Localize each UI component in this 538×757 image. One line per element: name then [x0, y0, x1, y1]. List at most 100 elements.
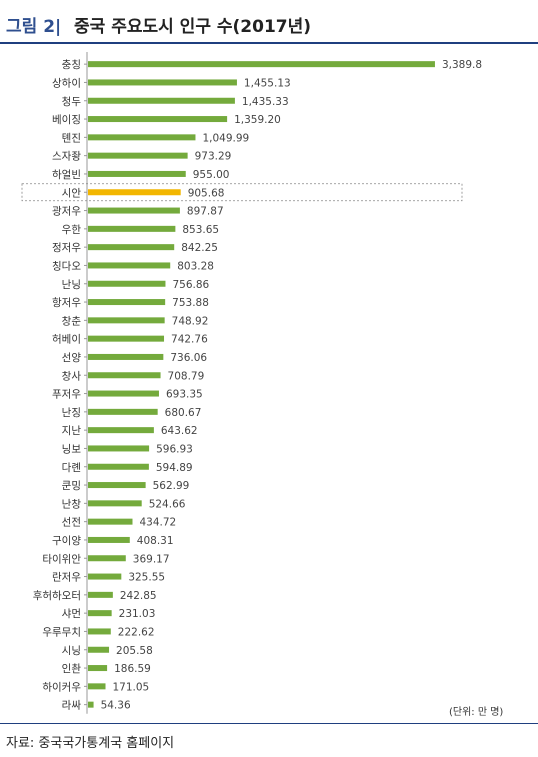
category-label: 정저우	[52, 242, 81, 254]
value-label: 54.36	[101, 700, 131, 712]
bar	[88, 134, 196, 141]
value-label: 905.68	[188, 187, 225, 199]
category-label: 쿤밍	[62, 480, 81, 492]
value-label: 186.59	[114, 663, 151, 675]
category-label: 구이양	[52, 535, 81, 547]
bar	[88, 573, 122, 580]
value-label: 408.31	[137, 535, 174, 547]
category-label: 베이징	[52, 114, 81, 126]
bar	[88, 280, 166, 287]
category-label: 난창	[62, 498, 82, 510]
bar	[88, 116, 228, 123]
bar-chart: 충칭 3,389.8 상하이 1,455.13 청두 1,435.33 베이징 1,359.2…	[21, 52, 482, 714]
bar	[88, 390, 159, 397]
value-label: 643.62	[161, 425, 198, 437]
value-label: 1,049.99	[202, 132, 249, 144]
bar	[88, 207, 180, 214]
unit-note: (단위: 만 명)	[449, 707, 504, 718]
value-label: 205.58	[116, 645, 153, 657]
value-label: 369.17	[133, 553, 170, 565]
bar	[88, 244, 175, 251]
value-label: 748.92	[172, 315, 209, 327]
value-label: 231.03	[119, 608, 156, 620]
bar	[88, 189, 181, 196]
bar	[88, 646, 110, 653]
category-label: 난닝	[62, 279, 81, 291]
value-label: 562.99	[153, 480, 190, 492]
bar	[88, 518, 133, 525]
category-label: 타이위안	[42, 552, 81, 565]
figure-header: 그림 2| 중국 주요도시 인구 수(2017년)	[0, 0, 538, 44]
category-label: 하이커우	[42, 680, 81, 693]
category-label: 선전	[62, 517, 81, 529]
value-label: 325.55	[128, 572, 165, 584]
value-label: 242.85	[120, 590, 157, 602]
value-label: 803.28	[177, 260, 214, 272]
value-label: 742.76	[171, 334, 208, 346]
value-label: 756.86	[172, 279, 209, 291]
bar	[88, 299, 166, 306]
source-note: 자료: 중국국가통계국 홈페이지	[6, 736, 175, 751]
category-label: 허베이	[52, 334, 81, 346]
bar	[88, 591, 113, 598]
category-label: 청두	[62, 96, 82, 108]
value-label: 708.79	[168, 370, 205, 382]
bar	[88, 353, 164, 360]
category-label: 시닝	[62, 645, 81, 657]
value-label: 853.65	[182, 224, 219, 236]
bar	[88, 665, 108, 672]
value-label: 736.06	[170, 352, 207, 364]
category-label: 하얼빈	[52, 168, 81, 181]
value-label: 955.00	[193, 169, 230, 181]
bar	[88, 317, 165, 324]
category-label: 광저우	[52, 206, 81, 218]
bottom-rule	[0, 723, 538, 724]
value-label: 753.88	[172, 297, 209, 309]
category-label: 닝보	[62, 443, 82, 455]
bar	[88, 555, 126, 562]
bar	[88, 170, 186, 177]
category-label: 인촨	[62, 663, 82, 675]
bar	[88, 152, 188, 159]
value-label: 1,435.33	[242, 96, 289, 108]
value-label: 222.62	[118, 626, 155, 638]
value-label: 524.66	[149, 498, 186, 510]
category-label: 창사	[62, 370, 82, 382]
bar	[88, 701, 94, 708]
value-label: 897.87	[187, 206, 224, 218]
figure-label: 그림 2|	[6, 17, 62, 37]
figure-title: 중국 주요도시 인구 수(2017년)	[74, 17, 312, 37]
bar	[88, 61, 435, 68]
category-label: 시안	[62, 187, 82, 199]
category-label: 톈진	[62, 132, 81, 144]
value-label: 973.29	[195, 151, 232, 163]
category-label: 라싸	[62, 700, 82, 712]
value-label: 3,389.8	[442, 59, 482, 71]
category-label: 우한	[62, 224, 82, 236]
bar	[88, 463, 149, 470]
value-label: 596.93	[156, 443, 193, 455]
bar	[88, 683, 106, 690]
bar	[88, 97, 235, 104]
bar	[88, 427, 154, 434]
value-label: 1,455.13	[244, 77, 291, 89]
value-label: 434.72	[139, 517, 176, 529]
highlight-box	[21, 183, 463, 202]
value-label: 842.25	[181, 242, 218, 254]
category-label: 다롄	[62, 462, 81, 474]
bar	[88, 79, 237, 86]
bar	[88, 610, 112, 617]
bar	[88, 536, 130, 543]
category-label: 난징	[62, 407, 81, 419]
bar	[88, 628, 111, 635]
category-label: 후허하오터	[33, 589, 81, 602]
value-label: 693.35	[166, 389, 203, 401]
category-label: 스자좡	[52, 151, 81, 163]
value-label: 171.05	[113, 681, 150, 693]
category-label: 칭다오	[52, 260, 81, 272]
category-label: 푸저우	[52, 389, 81, 401]
bar	[88, 225, 176, 232]
category-label: 우루무치	[42, 626, 81, 638]
category-label: 충칭	[62, 59, 81, 71]
category-label: 샤먼	[62, 608, 81, 620]
